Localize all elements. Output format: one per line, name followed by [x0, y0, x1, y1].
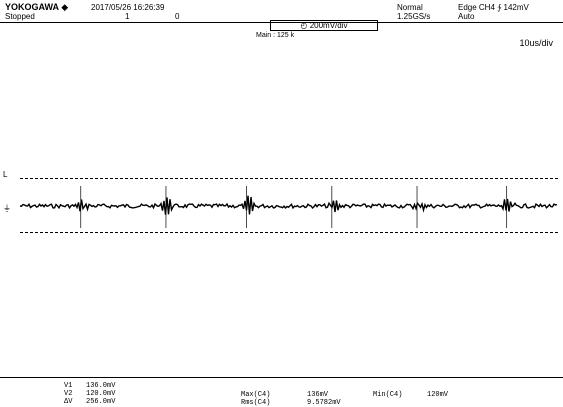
cursor-values: 136.0mV 120.0mV 256.0mV: [86, 382, 115, 406]
ground-level-marker: ⏚: [3, 204, 11, 213]
footer-divider: [0, 377, 563, 378]
channel-setting-box: ◴ 200mV/div: [270, 20, 378, 31]
waveform-trace: [19, 195, 558, 215]
brand-logo: YOKOGAWA ◆: [5, 2, 68, 12]
cursor-line-v2[interactable]: [20, 232, 558, 233]
min-label: Min(C4): [373, 391, 403, 399]
acquisition-count: 1: [125, 12, 130, 21]
max-value: 136mV: [307, 391, 329, 399]
rms-label: Rms(C4): [241, 399, 271, 407]
cursor-labels: V1 V2 ΔV: [64, 382, 72, 406]
cursor-label-v1: V1: [64, 382, 73, 390]
cursor-label-v2: V2: [64, 390, 73, 398]
brand-mark-icon: ◆: [61, 2, 69, 12]
header-divider: [0, 22, 563, 23]
cursor-value-v2: 120.0mV: [86, 390, 116, 398]
cursor-label-dv: ΔV: [64, 398, 73, 406]
cursor-line-v1[interactable]: [20, 178, 558, 179]
status: Stopped: [5, 12, 35, 21]
brand-name: YOKOGAWA: [5, 2, 59, 12]
max-label: Max(C4): [241, 391, 271, 399]
timebase: 10us/div: [519, 38, 553, 48]
rms-value: 9.5782mV: [307, 399, 341, 407]
datetime: 2017/05/26 16:26:39: [91, 3, 165, 12]
trigger-info: Edge CH4 ∱ 142mV: [458, 3, 529, 12]
sample-rate: 1.25GS/s: [397, 12, 431, 21]
trigger-level-marker: L: [3, 170, 8, 179]
min-value: 120mV: [427, 391, 449, 399]
main-info: Main : 125 k: [256, 32, 295, 39]
channel-setting: 200mV/div: [309, 21, 348, 30]
flag-indicator: 0: [175, 12, 180, 21]
trigger-mode: Auto: [458, 12, 475, 21]
acq-mode: Normal: [397, 3, 423, 12]
channel-icon: ◴: [300, 21, 308, 30]
cursor-value-dv: 256.0mV: [86, 398, 116, 406]
cursor-value-v1: 136.0mV: [86, 382, 116, 390]
